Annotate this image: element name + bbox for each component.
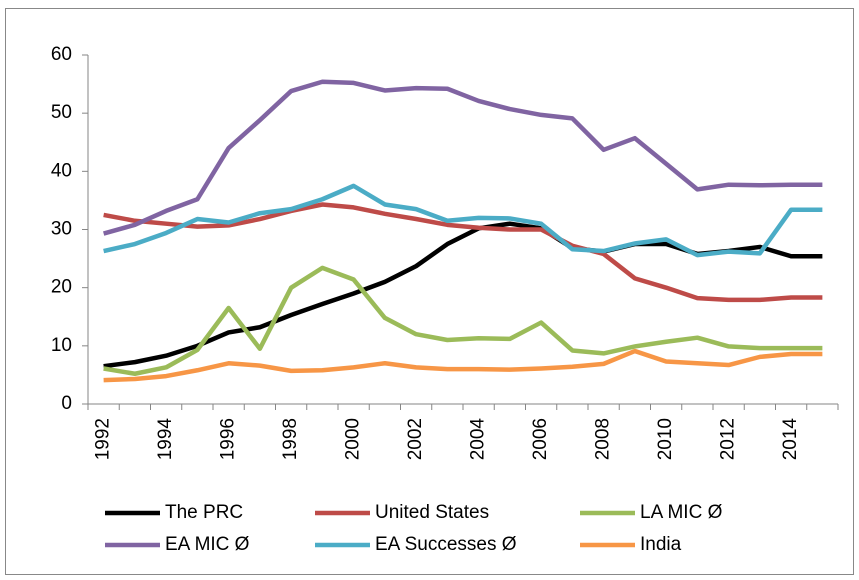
legend-label: LA MIC Ø <box>640 502 723 523</box>
series-line <box>103 202 823 303</box>
x-tick-label: 2008 <box>593 418 614 460</box>
y-tick-label: 30 <box>51 219 72 240</box>
legend-label: United States <box>375 502 489 523</box>
x-tick-label: 1998 <box>280 418 301 460</box>
y-tick-label: 20 <box>51 277 72 298</box>
y-tick-label: 10 <box>51 335 72 356</box>
x-tick-label: 2010 <box>655 418 676 460</box>
x-tick-label: 2004 <box>468 418 489 461</box>
legend-label: EA Successes Ø <box>375 534 517 555</box>
legend-label: EA MIC Ø <box>165 534 250 555</box>
legend-label: The PRC <box>165 502 243 523</box>
x-tick-label: 2000 <box>343 418 364 460</box>
legend-label: India <box>640 534 682 555</box>
series-line <box>103 265 823 377</box>
x-tick-label: 1992 <box>93 418 114 460</box>
x-tick-label: 1994 <box>155 418 176 461</box>
chart-frame <box>5 8 854 575</box>
x-tick-label: 2012 <box>718 418 739 460</box>
y-tick-label: 50 <box>51 102 72 123</box>
x-tick-label: 2014 <box>780 418 801 461</box>
y-tick-label: 40 <box>51 160 72 181</box>
y-tick-label: 0 <box>61 393 72 414</box>
x-tick-label: 1996 <box>218 418 239 460</box>
y-tick-label: 60 <box>51 44 72 65</box>
series-line <box>103 348 823 383</box>
x-tick-label: 2006 <box>530 418 551 460</box>
series-line <box>103 183 823 258</box>
series-line <box>103 79 823 236</box>
x-tick-label: 2002 <box>405 418 426 460</box>
